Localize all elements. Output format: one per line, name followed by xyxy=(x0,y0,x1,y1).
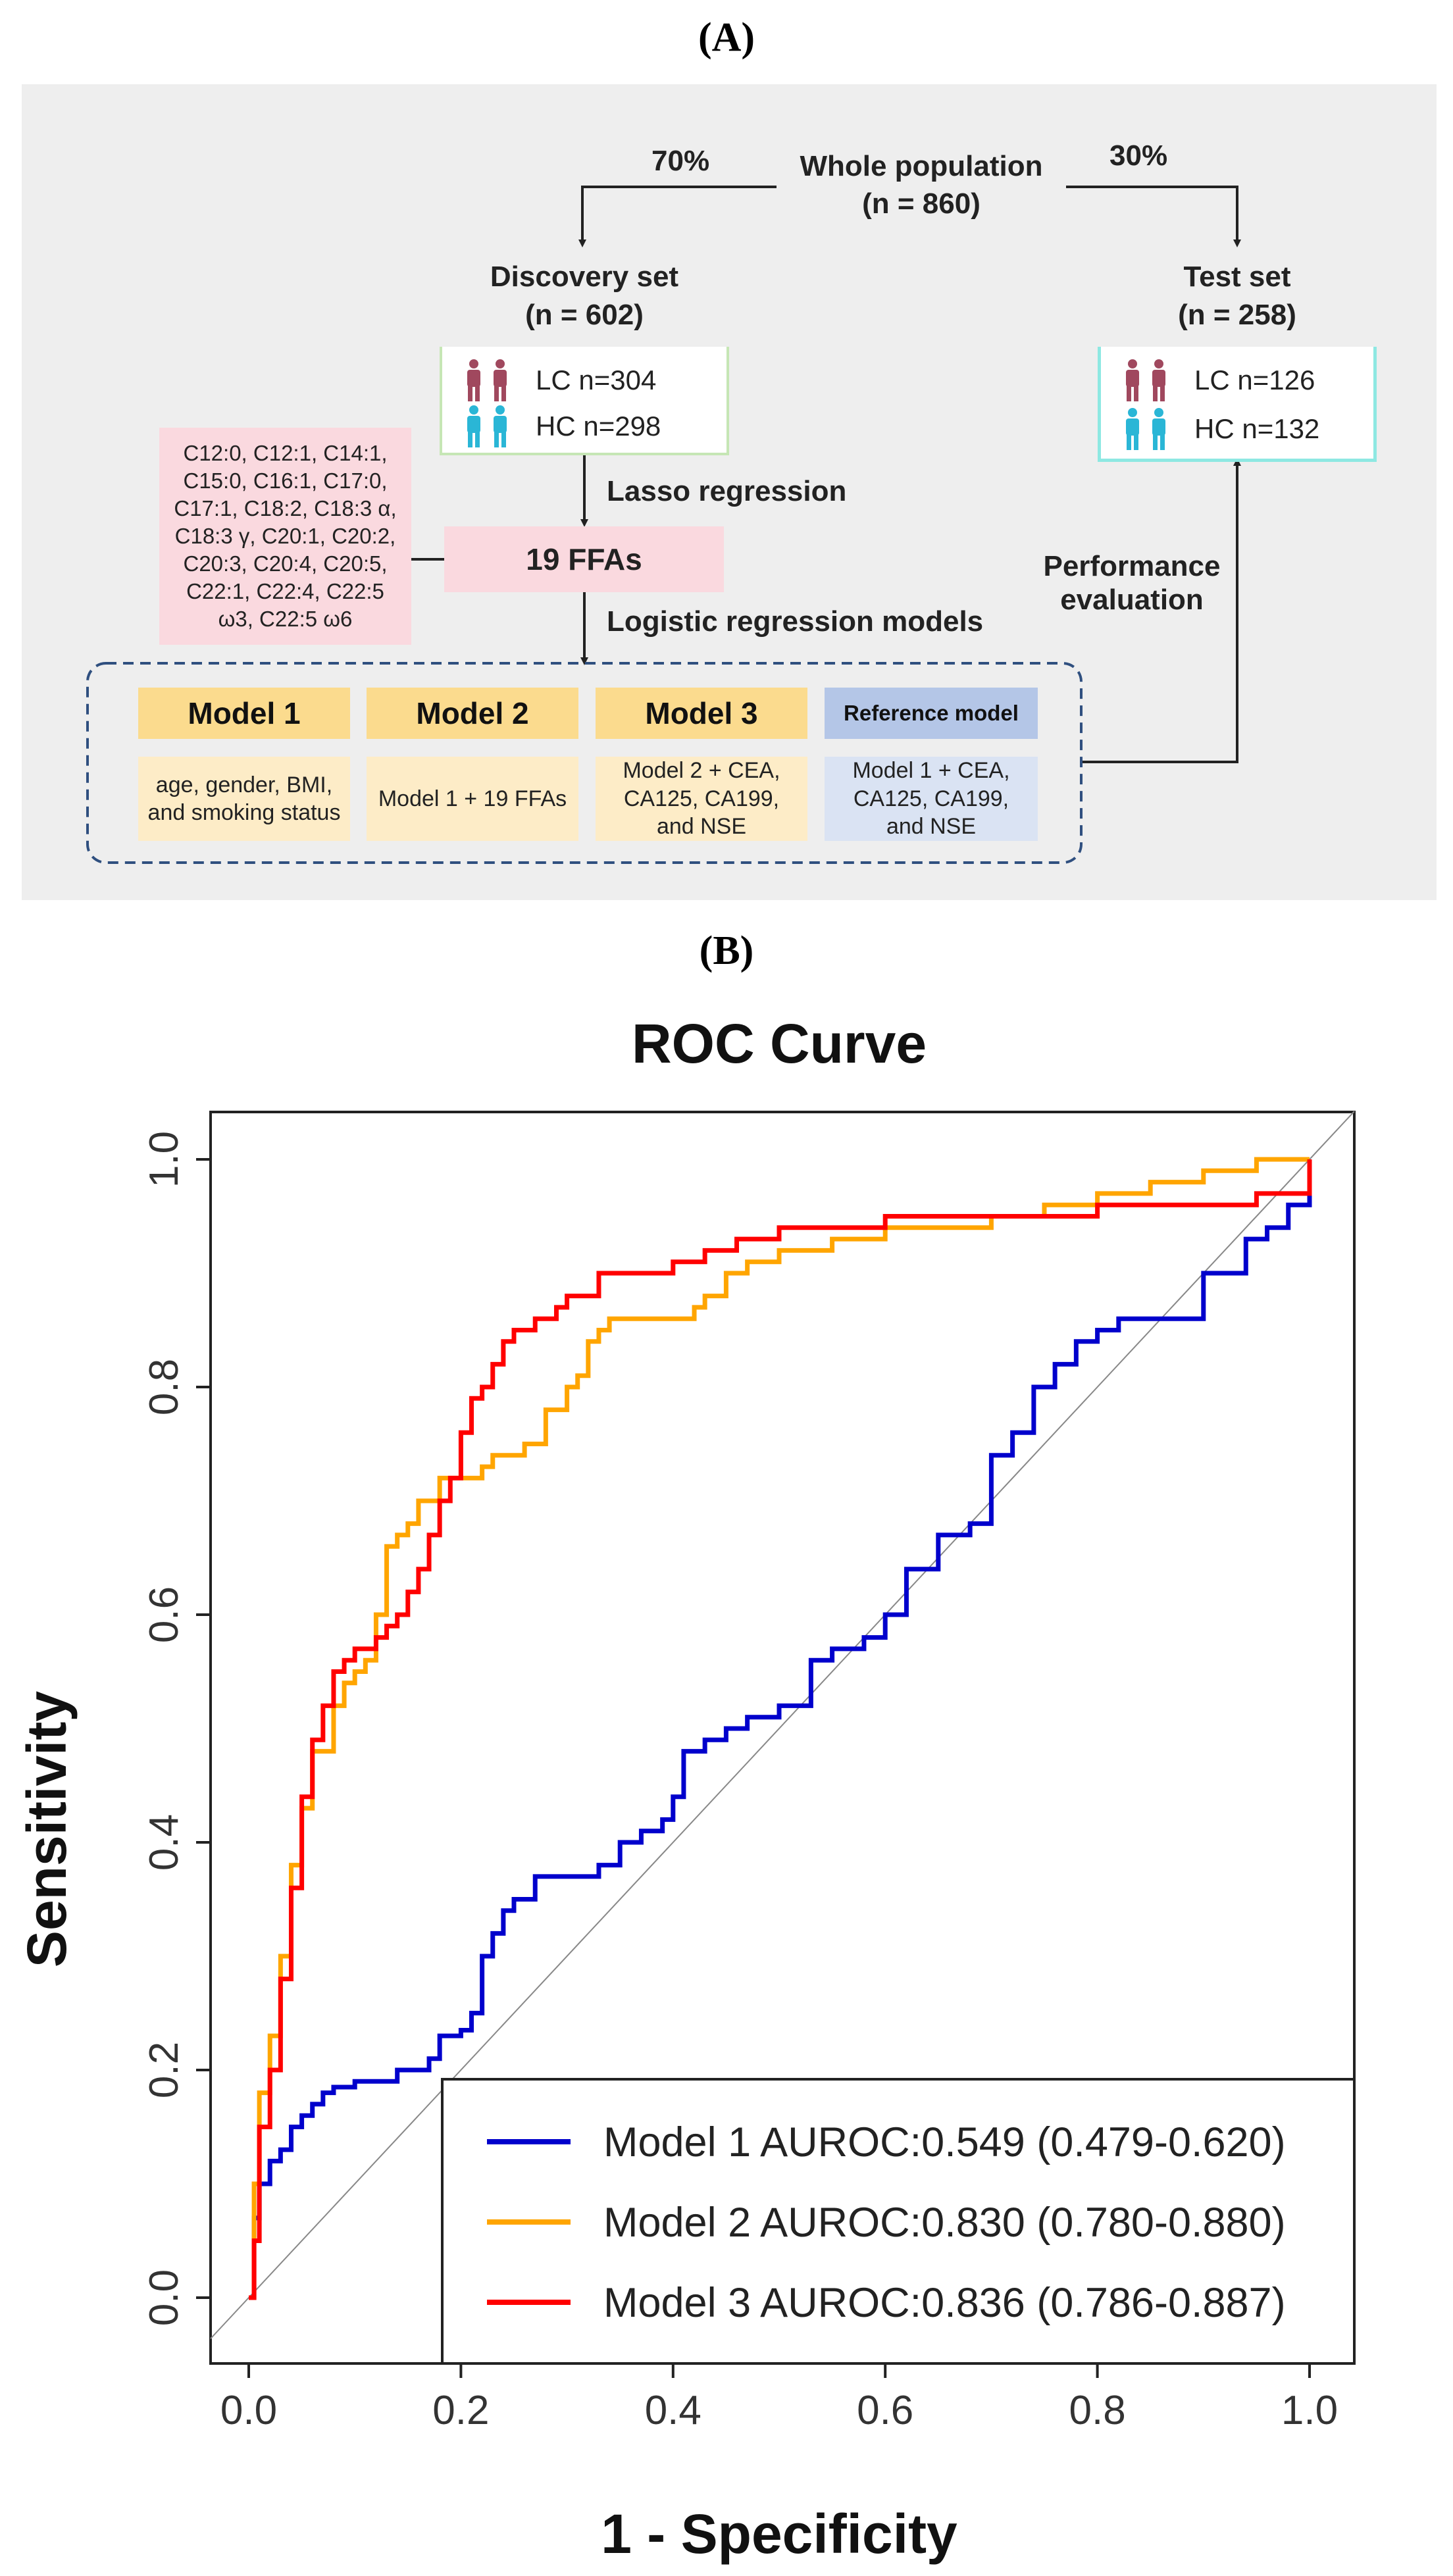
performance-label: Performance evaluation xyxy=(1040,550,1224,617)
model-2-desc: Model 1 + 19 FFAs xyxy=(367,757,578,841)
arrow-models-to-test xyxy=(1083,458,1241,763)
x-tick-label: 0.2 xyxy=(432,2388,489,2433)
roc-line-model-1 xyxy=(249,1159,1312,2300)
discovery-set-title: Discovery set xyxy=(490,261,679,293)
split-left-label: 70% xyxy=(651,145,710,177)
y-tick-label: 0.6 xyxy=(141,1586,187,1643)
test-set-title: Test set xyxy=(1183,261,1291,293)
test-set-n: (n = 258) xyxy=(1178,298,1296,331)
x-axis-label: 1 - Specificity xyxy=(601,2503,957,2565)
whole-population-title: Whole population xyxy=(800,149,1043,182)
logistic-label: Logistic regression models xyxy=(607,605,984,638)
model-1-header: Model 1 xyxy=(138,688,350,739)
lasso-label: Lasso regression xyxy=(607,475,847,507)
ffa-list-box: C12:0, C12:1, C14:1, C15:0, C16:1, C17:0… xyxy=(159,428,411,645)
model-3-header: Model 3 xyxy=(596,688,807,739)
performance-label-line2: evaluation xyxy=(1060,583,1204,616)
roc-line-model-2 xyxy=(249,1157,1310,2300)
legend-box xyxy=(441,2078,1356,2365)
hc-people-icon xyxy=(1126,408,1165,450)
performance-label-line1: Performance xyxy=(1043,550,1221,582)
roc-line-model-3 xyxy=(249,1159,1312,2300)
legend-label-model-3: Model 3 AUROC:0.836 (0.786-0.887) xyxy=(603,2280,1286,2326)
x-tick-label: 0.0 xyxy=(220,2388,277,2433)
model-1-desc: age, gender, BMI, and smoking status xyxy=(138,757,350,841)
panel-a-label: (A) xyxy=(698,15,755,60)
discovery-hc-label: HC n=298 xyxy=(536,411,661,442)
whole-population-box: Whole population (n = 860) xyxy=(777,138,1066,232)
y-tick-label: 0.4 xyxy=(141,1814,187,1871)
discovery-set-groups: LC n=304 HC n=298 xyxy=(440,347,729,455)
models-group-border xyxy=(86,662,1083,864)
y-tick-label: 0.0 xyxy=(141,2269,187,2326)
chart-title: ROC Curve xyxy=(632,1013,927,1074)
split-right-label: 30% xyxy=(1109,139,1168,172)
y-tick-label: 0.2 xyxy=(141,2042,187,2098)
roc-chart: ROC Curve 0.0 0.2 0.4 0.6 0.8 1.0 0.0 0.2 0.4 0.6… xyxy=(16,1013,1356,2565)
flowchart-connectors xyxy=(86,186,1241,864)
y-axis-label: Sensitivity xyxy=(16,1691,78,1967)
model-3-desc: Model 2 + CEA, CA125, CA199, and NSE xyxy=(596,757,807,841)
model-2-header: Model 2 xyxy=(367,688,578,739)
legend-label-model-2: Model 2 AUROC:0.830 (0.780-0.880) xyxy=(603,2200,1286,2246)
x-tick-label: 1.0 xyxy=(1281,2388,1338,2433)
discovery-hc-row: HC n=298 xyxy=(462,405,661,448)
diagonal-reference-line xyxy=(210,1111,1355,2339)
test-set-groups: LC n=126 HC n=132 xyxy=(1098,347,1377,462)
lc-people-icon xyxy=(1126,359,1165,401)
test-set-box: Test set (n = 258) xyxy=(1098,245,1377,347)
test-hc-row: HC n=132 xyxy=(1121,407,1319,451)
ffa-count-box: 19 FFAs xyxy=(444,526,724,592)
test-hc-label: HC n=132 xyxy=(1194,413,1320,444)
test-lc-row: LC n=126 xyxy=(1121,359,1315,402)
x-tick-label: 0.4 xyxy=(645,2388,701,2433)
arrow-whole-to-test xyxy=(1066,186,1241,247)
test-lc-label: LC n=126 xyxy=(1194,365,1315,395)
ffa-count-text: 19 FFAs xyxy=(526,542,642,576)
discovery-set-n: (n = 602) xyxy=(525,298,644,331)
discovery-lc-row: LC n=304 xyxy=(462,359,656,402)
panel-b-label: (B) xyxy=(699,928,754,973)
y-tick-label: 1.0 xyxy=(141,1131,187,1188)
legend-label-model-1: Model 1 AUROC:0.549 (0.479-0.620) xyxy=(603,2119,1286,2165)
x-tick-label: 0.6 xyxy=(857,2388,913,2433)
hc-people-icon xyxy=(467,405,507,447)
arrow-whole-to-discovery xyxy=(578,186,777,247)
y-tick-label: 0.8 xyxy=(141,1359,187,1415)
ffa-list-text: C12:0, C12:1, C14:1, C15:0, C16:1, C17:0… xyxy=(174,441,397,631)
whole-population-n: (n = 860) xyxy=(862,188,981,220)
x-tick-label: 0.8 xyxy=(1069,2388,1125,2433)
lc-people-icon xyxy=(467,359,507,401)
discovery-set-box: Discovery set (n = 602) xyxy=(440,245,729,347)
reference-model-desc: Model 1 + CEA, CA125, CA199, and NSE xyxy=(825,757,1038,841)
discovery-lc-label: LC n=304 xyxy=(536,365,657,395)
reference-model-header: Reference model xyxy=(825,688,1038,739)
